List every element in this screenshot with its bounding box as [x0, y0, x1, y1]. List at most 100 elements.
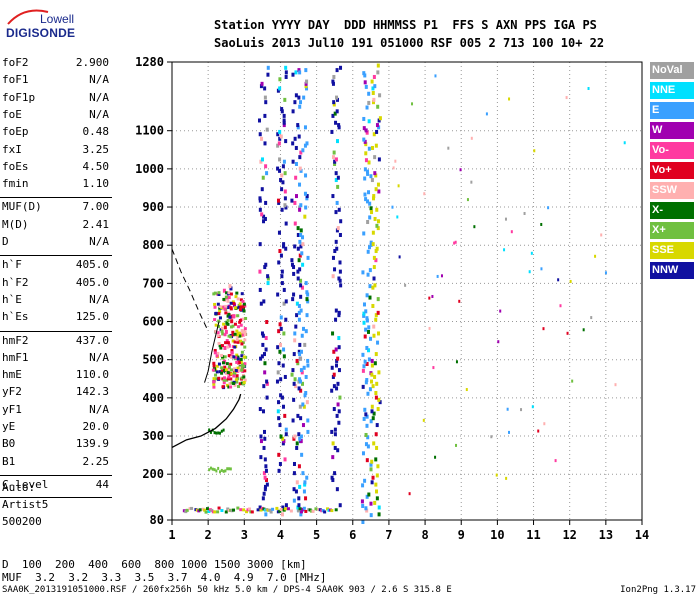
- echo-point: [363, 407, 367, 412]
- echo-point: [229, 362, 233, 366]
- x-tick-label: 7: [385, 528, 392, 542]
- echo-point: [301, 326, 305, 331]
- echo-point: [239, 366, 243, 370]
- echo-trace: [257, 65, 270, 517]
- echo-point: [282, 439, 286, 444]
- echo-point: [369, 206, 373, 211]
- echo-point: [265, 381, 269, 386]
- param-value: N/A: [89, 73, 109, 87]
- echo-point: [297, 464, 301, 469]
- param-name: B0: [2, 437, 16, 451]
- echo-point: [279, 134, 283, 139]
- echo-point: [263, 265, 267, 270]
- echo-point: [227, 343, 231, 348]
- echo-point: [569, 279, 572, 283]
- echo-point: [298, 352, 302, 357]
- echo-point: [225, 339, 229, 344]
- echo-point: [299, 416, 303, 421]
- echo-point: [262, 491, 266, 496]
- echo-point: [367, 325, 371, 330]
- x-tick-label: 8: [421, 528, 428, 542]
- echo-point: [371, 242, 375, 247]
- echo-point: [227, 354, 231, 358]
- echo-point: [495, 473, 498, 477]
- echo-point: [301, 148, 305, 153]
- echo-point: [215, 431, 218, 435]
- echo-point: [214, 330, 218, 334]
- echo-point: [305, 290, 309, 295]
- echo-point: [369, 467, 373, 472]
- echo-point: [554, 459, 557, 463]
- echo-point: [224, 510, 228, 514]
- param-name: foE: [2, 107, 22, 121]
- x-tick-label: 11: [526, 528, 540, 542]
- param-name: foF1p: [2, 90, 36, 104]
- echo-point: [216, 351, 220, 355]
- echo-point: [279, 315, 283, 320]
- echo-point: [278, 322, 282, 327]
- param-b0: B0 139.9: [2, 437, 109, 455]
- echo-point: [296, 505, 300, 510]
- echo-point: [234, 356, 238, 360]
- echo-point: [260, 81, 264, 86]
- echo-point: [220, 371, 224, 375]
- echo-point: [233, 383, 237, 387]
- echo-point: [533, 149, 536, 153]
- param-value: N/A: [89, 90, 109, 104]
- echo-point: [227, 334, 231, 338]
- echo-point: [303, 393, 307, 398]
- echo-point: [213, 291, 217, 295]
- echo-point: [278, 461, 282, 466]
- echo-point: [497, 340, 500, 344]
- echo-point: [225, 362, 229, 366]
- echo-point: [370, 404, 374, 409]
- param-value: 7.00: [82, 200, 110, 214]
- echo-point: [362, 126, 366, 131]
- echo-point: [203, 508, 207, 512]
- echo-point: [293, 338, 297, 343]
- echo-point: [262, 445, 266, 450]
- echo-point: [214, 323, 218, 327]
- y-tick-label: 80: [150, 513, 164, 527]
- echo-point: [455, 443, 458, 447]
- echo-point: [279, 434, 283, 439]
- param-b1: B1 2.25: [2, 455, 109, 473]
- echo-point: [263, 95, 267, 100]
- echo-point: [366, 272, 370, 277]
- echo-point: [531, 405, 534, 409]
- echo-point: [190, 506, 194, 510]
- echo-point: [300, 370, 304, 375]
- echo-point: [375, 207, 379, 212]
- echo-point: [280, 107, 284, 112]
- echo-point: [508, 430, 511, 434]
- echo-point: [339, 65, 343, 70]
- echo-point: [212, 361, 216, 365]
- echo-point: [277, 200, 281, 205]
- echo-point: [243, 332, 247, 336]
- echo-point: [230, 319, 234, 324]
- echo-point: [333, 111, 337, 116]
- echo-point: [283, 189, 287, 194]
- param-value: N/A: [89, 402, 109, 416]
- echo-point: [283, 171, 287, 176]
- echo-point: [367, 492, 371, 497]
- echo-point: [374, 187, 378, 192]
- echo-point: [263, 370, 267, 375]
- echo-point: [242, 508, 246, 512]
- echo-point: [298, 267, 302, 272]
- echo-point: [222, 305, 226, 309]
- echo-point: [363, 73, 367, 78]
- echo-point: [298, 182, 302, 187]
- echo-point: [362, 137, 366, 142]
- echo-point: [331, 455, 335, 460]
- echo-point: [261, 333, 265, 338]
- echo-point: [216, 302, 220, 306]
- echo-point: [302, 404, 306, 409]
- echo-point: [361, 503, 365, 508]
- echo-point: [265, 127, 269, 132]
- echo-point: [369, 501, 373, 506]
- echo-point: [221, 361, 225, 365]
- echo-point: [239, 339, 243, 343]
- echo-point: [523, 211, 526, 215]
- echo-point: [582, 328, 585, 332]
